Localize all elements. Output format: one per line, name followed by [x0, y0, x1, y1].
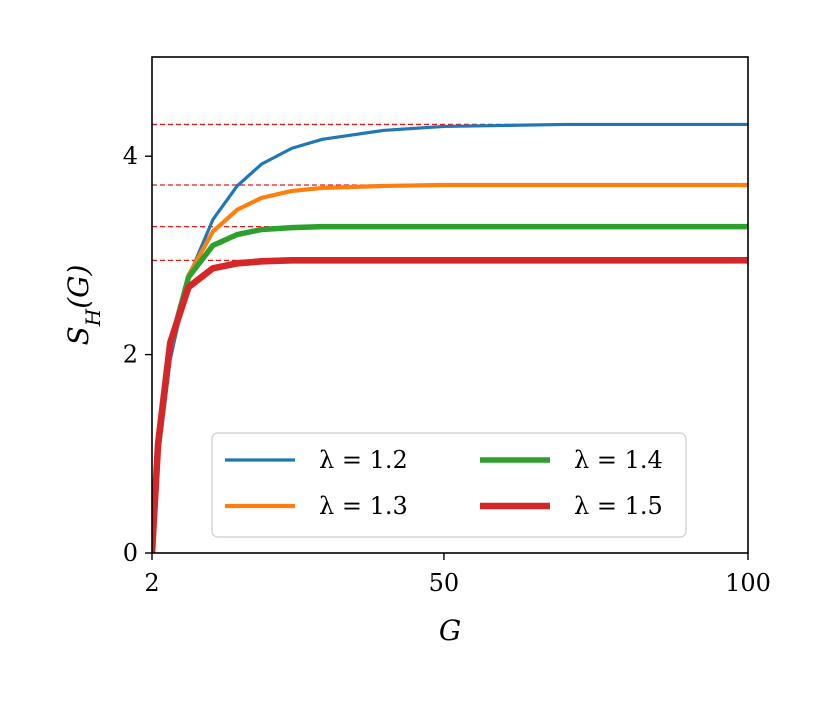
series-line-4: [152, 257, 748, 553]
y-tick-label: 2: [123, 341, 138, 369]
series-lines: [152, 122, 748, 553]
y-axis-ticks: 0 2 4: [123, 142, 152, 567]
y-tick-label: 0: [123, 539, 138, 567]
legend: λ = 1.2 λ = 1.3 λ = 1.4 λ = 1.5: [211, 432, 687, 538]
x-axis-label: G: [439, 614, 461, 647]
legend-frame: [211, 432, 687, 538]
x-tick-label: 50: [429, 569, 460, 597]
y-axis-label: SH(G): [62, 265, 105, 346]
legend-label-1: λ = 1.2: [319, 446, 408, 474]
legend-label-3: λ = 1.4: [574, 446, 663, 474]
legend-label-2: λ = 1.3: [319, 492, 408, 520]
x-tick-label: 100: [725, 569, 771, 597]
legend-label-4: λ = 1.5: [574, 492, 663, 520]
plot-frame: [151, 56, 749, 554]
x-tick-label: 2: [144, 569, 159, 597]
x-axis-ticks: 2 50 100: [144, 553, 771, 597]
y-tick-label: 4: [123, 142, 138, 170]
